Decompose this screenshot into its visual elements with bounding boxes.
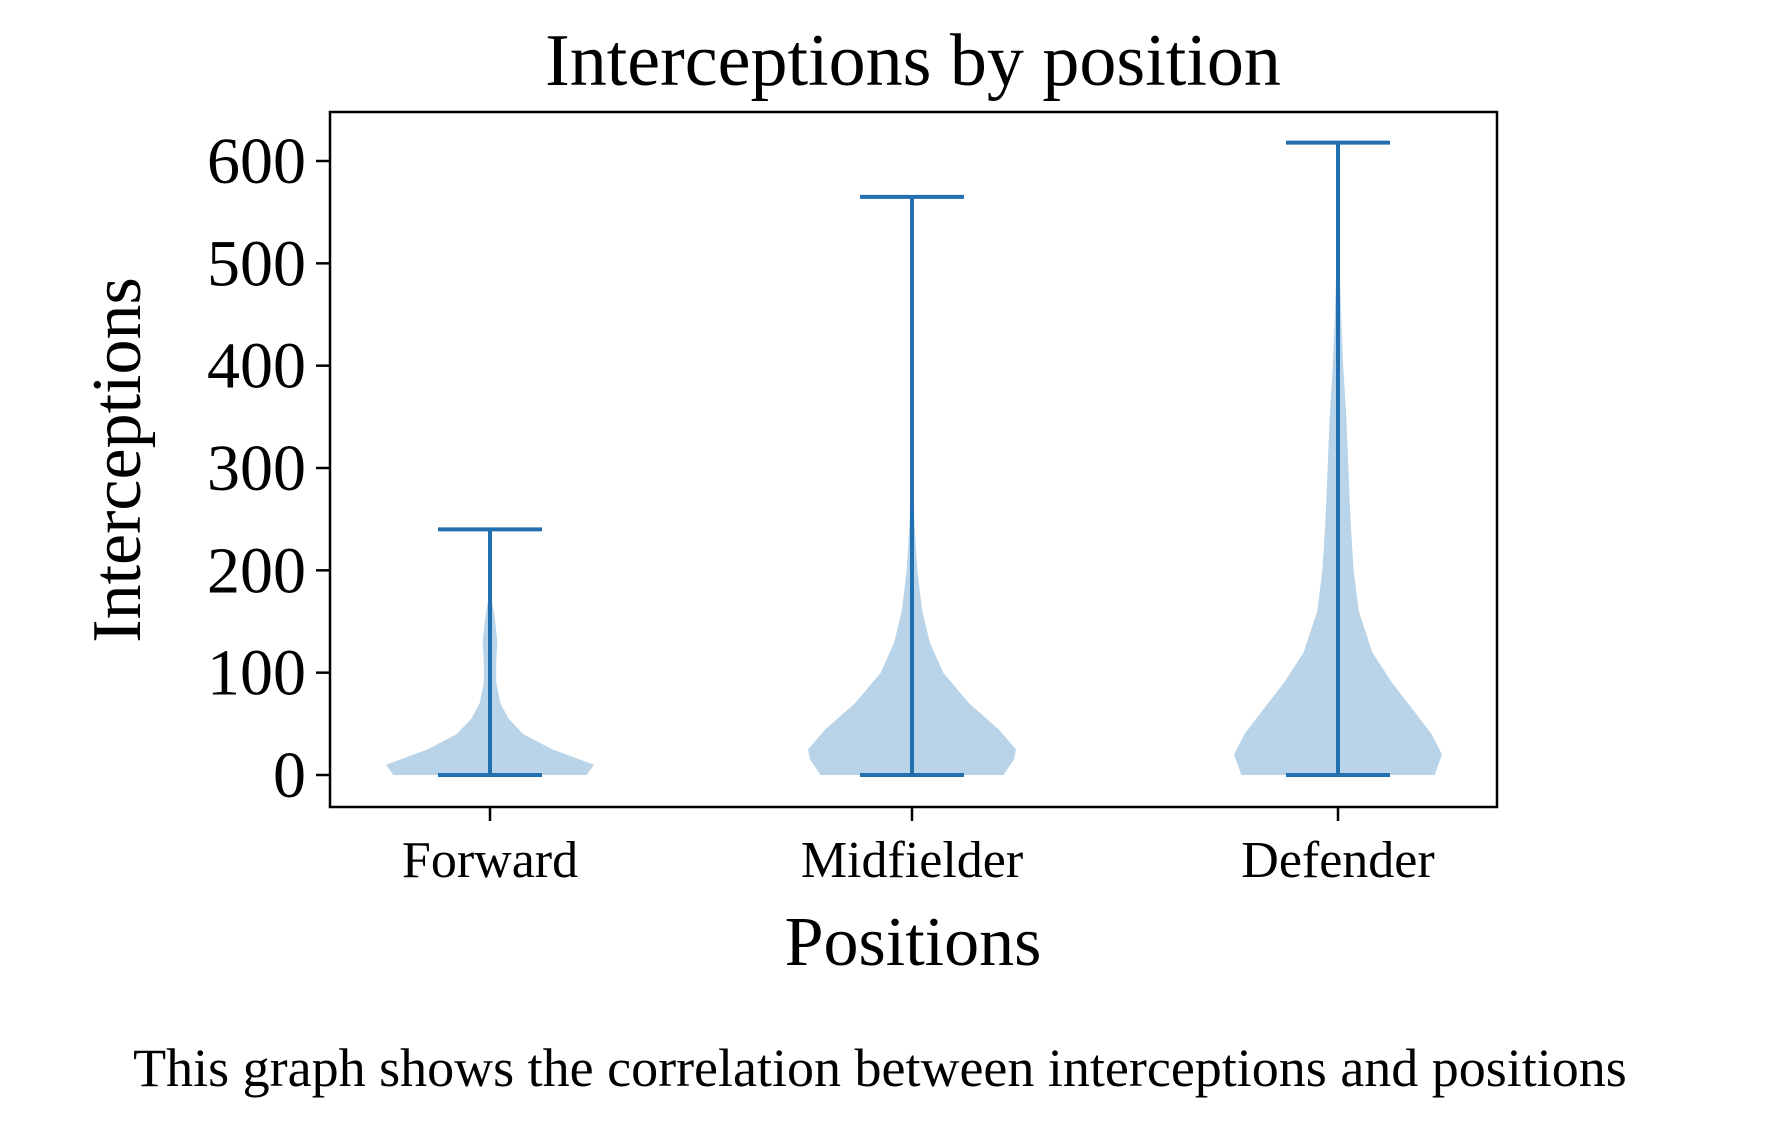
- y-tick-label: 600: [207, 125, 306, 198]
- violin-midfielder: [808, 194, 1016, 777]
- y-tick-label: 400: [207, 330, 306, 403]
- violin-series-group: [386, 140, 1442, 777]
- y-tick-label: 200: [207, 534, 306, 607]
- y-axis-ticks: 0 100 200 300 400 500 600: [207, 125, 330, 812]
- x-tick-label: Defender: [1241, 832, 1434, 889]
- y-tick-label: 300: [207, 432, 306, 505]
- chart-caption: This graph shows the correlation between…: [133, 1038, 1627, 1098]
- plot-area-frame: [328, 110, 1499, 809]
- violin-defender: [1234, 140, 1442, 777]
- x-tick-label: Forward: [402, 832, 578, 889]
- y-tick-label: 100: [207, 637, 306, 710]
- x-axis-ticks: Forward Midfielder Defender: [402, 807, 1435, 889]
- y-tick-label: 500: [207, 227, 306, 300]
- violin-forward: [386, 527, 594, 777]
- x-tick-label: Midfielder: [801, 832, 1023, 889]
- x-axis-label: Positions: [785, 904, 1042, 981]
- chart-title: Interceptions by position: [545, 20, 1281, 102]
- y-tick-label: 0: [273, 739, 306, 812]
- y-axis-label: Interceptions: [79, 277, 156, 642]
